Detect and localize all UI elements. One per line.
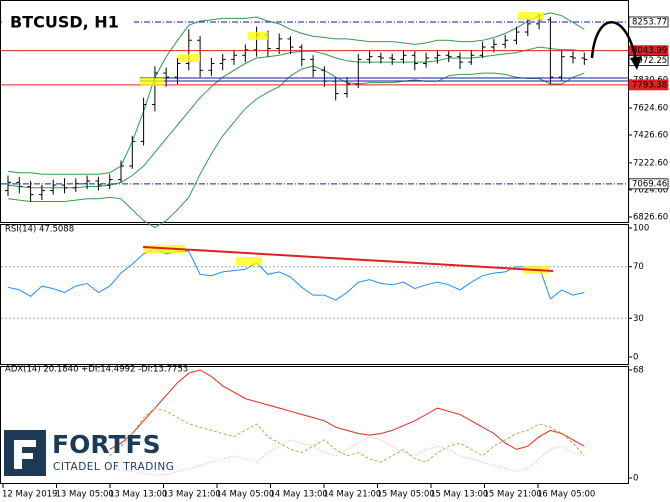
arrow-head xyxy=(630,56,642,70)
y-tick-label: 7426.60 xyxy=(633,131,668,141)
level-box xyxy=(628,79,669,91)
highlight xyxy=(236,257,262,265)
x-tick-label: 14 May 13:00 xyxy=(270,490,328,500)
panels xyxy=(0,0,629,484)
panel-title: ADX(14) 20.1840 +DI:14.4992 -DI:13.7753 xyxy=(5,365,188,375)
adx-panel xyxy=(0,366,629,484)
series-line xyxy=(7,248,585,301)
level-label: 7793.38 xyxy=(632,80,667,90)
x-tick-label: 15 May 05:00 xyxy=(377,490,435,500)
logo-tagline: CITADEL OF TRADING xyxy=(53,461,174,473)
level-box xyxy=(628,55,669,66)
x-tick-label: 13 May 21:00 xyxy=(163,490,221,500)
level-label: 8043.99 xyxy=(632,46,667,56)
level-label: 7069.46 xyxy=(632,179,667,189)
y-tick-label: 7024.60 xyxy=(633,185,668,195)
x-tick-label: 13 May 13:00 xyxy=(109,490,167,500)
y-tick-label: 100 xyxy=(633,224,649,234)
series-line xyxy=(109,369,585,450)
y-tick-label: 30 xyxy=(633,314,644,324)
series-line xyxy=(7,46,585,189)
y-tick-label: 0 xyxy=(633,353,638,363)
level-box xyxy=(628,16,669,28)
x-tick-label: 13 May 05:00 xyxy=(56,490,114,500)
x-tick-label: 14 May 05:00 xyxy=(216,490,274,500)
chart-title: BTCUSD, H1 xyxy=(10,13,119,32)
price-panel xyxy=(0,0,629,223)
series-line xyxy=(109,436,585,476)
annotations: BTCUSD, H1 xyxy=(2,6,642,274)
x-tick-label: 15 May 21:00 xyxy=(484,490,542,500)
logo-mark xyxy=(14,440,36,469)
rsi-panel xyxy=(0,224,629,365)
x-tick-label: 15 May 13:00 xyxy=(430,490,488,500)
series-line xyxy=(109,407,585,463)
highlight xyxy=(518,12,544,20)
level-box xyxy=(628,178,669,190)
y-tick-label: 0 xyxy=(633,474,638,484)
x-tick-label: 16 May 05:00 xyxy=(537,490,595,500)
y-tick-label: 70 xyxy=(633,262,644,272)
series-line xyxy=(7,12,585,175)
y-tick-label: 68 xyxy=(633,366,644,376)
data-layer: 6826.607024.607222.607426.607624.607830.… xyxy=(1,12,669,500)
y-tick-label: 7222.60 xyxy=(633,158,668,168)
x-tick-label: 14 May 21:00 xyxy=(323,490,381,500)
x-tick-label: 12 May 2019 xyxy=(2,490,57,500)
series-line xyxy=(7,65,585,229)
level-label: 7972.25 xyxy=(632,56,667,66)
highlight xyxy=(178,54,200,62)
y-tick-label: 7624.60 xyxy=(633,103,668,113)
highlight xyxy=(248,32,268,40)
title-bg xyxy=(2,6,134,38)
level-label: 8253.77 xyxy=(632,17,667,27)
logo: FORTFS CITADEL OF TRADING xyxy=(4,430,174,476)
logo-name: FORTFS xyxy=(52,430,161,459)
forecast-arrow xyxy=(590,21,638,61)
trend-line xyxy=(142,246,554,272)
panel-title: RSI(14) 47.5088 xyxy=(5,225,74,235)
y-tick-label: 6826.60 xyxy=(633,212,668,222)
highlight xyxy=(140,78,164,86)
